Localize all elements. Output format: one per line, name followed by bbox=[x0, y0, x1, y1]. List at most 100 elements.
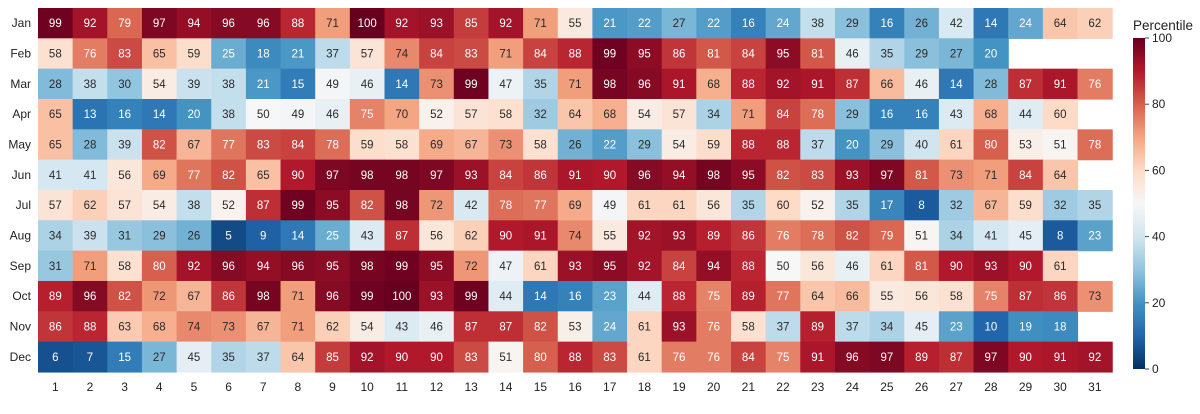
x-tick-label: 17 bbox=[603, 380, 617, 394]
cell-value-label: 20 bbox=[984, 48, 997, 60]
x-tick-label: 21 bbox=[742, 380, 756, 394]
heatmap-cell bbox=[627, 98, 663, 130]
heatmap-cell bbox=[557, 38, 593, 70]
heatmap-cell bbox=[973, 98, 1009, 130]
heatmap-cell bbox=[973, 220, 1009, 252]
cell-value-label: 95 bbox=[742, 170, 755, 182]
x-tick-label: 19 bbox=[672, 380, 686, 394]
heatmap-cell bbox=[280, 98, 316, 130]
cell-value-label: 46 bbox=[846, 48, 859, 60]
heatmap-cell bbox=[419, 8, 455, 39]
cell-value-label: 41 bbox=[84, 170, 97, 182]
heatmap-cell bbox=[731, 250, 767, 282]
heatmap-cell bbox=[869, 129, 905, 161]
cell-value-label: 38 bbox=[811, 18, 824, 30]
heatmap-cell bbox=[834, 8, 871, 39]
heatmap-cell bbox=[661, 38, 697, 70]
cell-value-label: 93 bbox=[846, 170, 859, 182]
heatmap-cell bbox=[141, 220, 178, 252]
cell-value-label: 61 bbox=[950, 139, 963, 151]
heatmap-cell bbox=[1008, 98, 1044, 130]
heatmap-cell bbox=[765, 311, 801, 343]
heatmap-cell bbox=[1008, 341, 1044, 373]
cell-value-label: 91 bbox=[569, 170, 582, 182]
cell-value-label: 83 bbox=[603, 352, 616, 364]
heatmap-cell bbox=[245, 8, 282, 39]
x-tick-label: 20 bbox=[707, 380, 721, 394]
cell-value-label: 96 bbox=[84, 291, 97, 303]
heatmap-cell bbox=[176, 311, 212, 343]
heatmap-cell bbox=[107, 159, 143, 191]
heatmap-cell bbox=[800, 8, 836, 39]
heatmap-cell bbox=[211, 8, 247, 39]
heatmap-cell bbox=[523, 38, 559, 70]
cell-value-label: 72 bbox=[430, 200, 443, 212]
cell-value-label: 77 bbox=[188, 170, 201, 182]
heatmap-cell bbox=[315, 159, 351, 191]
heatmap-cell bbox=[973, 8, 1009, 39]
heatmap-cell bbox=[245, 68, 282, 100]
heatmap-cell bbox=[973, 311, 1009, 343]
cell-value-label: 82 bbox=[777, 170, 790, 182]
cell-value-label: 38 bbox=[222, 109, 235, 121]
x-tick-label: 9 bbox=[329, 380, 336, 394]
cell-value-label: 97 bbox=[430, 170, 443, 182]
heatmap-cell bbox=[800, 129, 836, 161]
cell-value-label: 80 bbox=[534, 352, 547, 364]
heatmap-cell bbox=[627, 68, 663, 100]
heatmap-cell bbox=[72, 311, 108, 343]
heatmap-cell bbox=[176, 250, 212, 282]
heatmap-cell bbox=[211, 38, 247, 70]
heatmap-cell bbox=[1042, 98, 1079, 130]
cell-value-label: 83 bbox=[811, 170, 824, 182]
cell-value-label: 78 bbox=[499, 200, 512, 212]
heatmap-cell bbox=[938, 341, 975, 373]
heatmap-cell bbox=[938, 189, 975, 221]
cell-value-label: 75 bbox=[984, 291, 997, 303]
heatmap-cell bbox=[349, 341, 386, 373]
heatmap-cell bbox=[731, 129, 767, 161]
cell-value-label: 86 bbox=[742, 230, 755, 242]
cell-value-label: 40 bbox=[915, 139, 928, 151]
heatmap-cell bbox=[938, 38, 975, 70]
heatmap-cell bbox=[349, 280, 386, 312]
cell-value-label: 61 bbox=[638, 321, 651, 333]
x-tick-label: 12 bbox=[430, 380, 444, 394]
cell-value-label: 42 bbox=[950, 18, 963, 30]
heatmap-cell bbox=[280, 341, 316, 373]
heatmap-cell bbox=[72, 98, 108, 130]
cell-value-label: 70 bbox=[395, 109, 408, 121]
cell-value-label: 95 bbox=[777, 48, 790, 60]
heatmap-cell bbox=[627, 341, 663, 373]
colorbar-tick-label: 60 bbox=[1152, 163, 1166, 177]
heatmap-cell bbox=[731, 280, 767, 312]
heatmap-cell bbox=[38, 280, 74, 312]
heatmap-cell bbox=[176, 8, 212, 39]
cell-value-label: 93 bbox=[673, 321, 686, 333]
y-tick-label: Mar bbox=[10, 77, 31, 91]
heatmap-cell bbox=[1077, 129, 1113, 161]
heatmap-cell bbox=[1077, 8, 1113, 39]
heatmap-cell bbox=[211, 68, 247, 100]
heatmap-cell bbox=[315, 250, 351, 282]
cell-value-label: 5 bbox=[225, 230, 231, 242]
cell-value-label: 97 bbox=[326, 170, 339, 182]
heatmap-cell bbox=[176, 189, 212, 221]
cell-value-label: 43 bbox=[950, 109, 963, 121]
cell-value-label: 79 bbox=[881, 230, 894, 242]
heatmap-cell bbox=[107, 129, 143, 161]
heatmap-cell bbox=[869, 311, 905, 343]
cell-value-label: 93 bbox=[569, 261, 582, 273]
colorbar: Percentile 0 20 40 60 80 100 bbox=[1133, 18, 1193, 376]
heatmap-cell bbox=[38, 129, 74, 161]
y-tick-label: Oct bbox=[12, 289, 31, 303]
cell-value-label: 81 bbox=[915, 170, 928, 182]
cell-value-label: 46 bbox=[430, 321, 443, 333]
heatmap-cell bbox=[661, 68, 697, 100]
heatmap-cell bbox=[107, 38, 143, 70]
cell-value-label: 97 bbox=[881, 170, 894, 182]
cell-value-label: 86 bbox=[673, 48, 686, 60]
x-tick-label: 28 bbox=[984, 380, 998, 394]
heatmap-cell bbox=[384, 8, 420, 39]
heatmap-cell bbox=[245, 341, 282, 373]
